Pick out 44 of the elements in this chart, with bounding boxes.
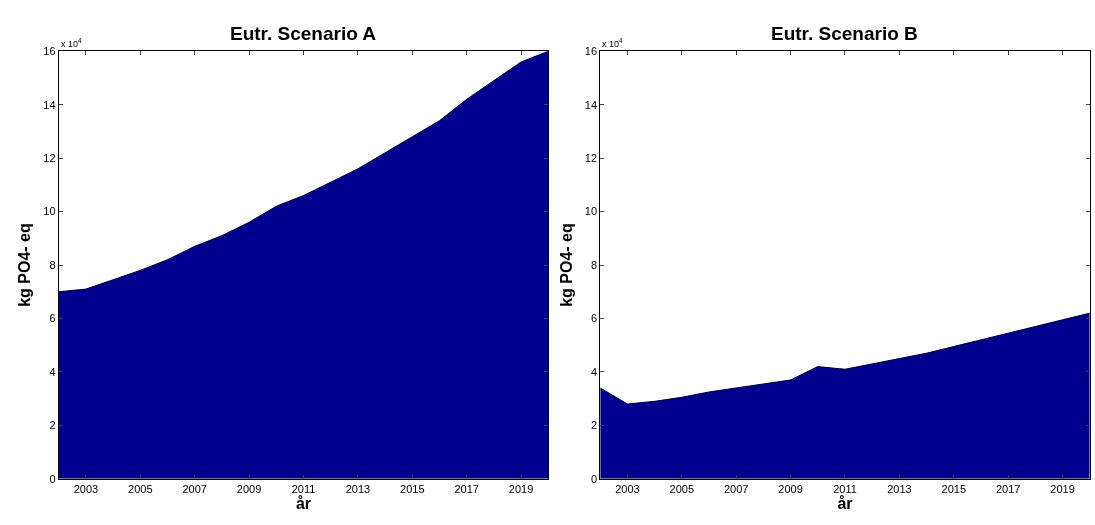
- x-tick-label: 2005: [669, 483, 695, 496]
- x-tick-label: 2011: [291, 483, 316, 496]
- y-tick-label: 4: [590, 365, 598, 378]
- y-tick-label: 6: [590, 312, 598, 325]
- y-axis-title: kg PO4- eq: [16, 223, 34, 307]
- x-tick-label: 2017: [995, 483, 1021, 496]
- y-tick-label: 4: [49, 365, 56, 378]
- y-tick-label: 14: [584, 98, 598, 111]
- y-tick-label: 8: [49, 258, 56, 271]
- y-tick-label: 12: [43, 152, 56, 165]
- y-tick-label: 2: [49, 419, 56, 432]
- x-tick-label: 2003: [615, 483, 640, 496]
- chart-title: Eutr. Scenario A: [230, 23, 377, 44]
- x-tick-label: 2009: [236, 483, 262, 496]
- x-tick-label: 2015: [941, 483, 967, 496]
- y-tick-label: 0: [49, 472, 56, 485]
- x-tick-label: 2015: [400, 483, 425, 496]
- x-tick-label: 2007: [182, 483, 207, 496]
- y-tick-label: 10: [584, 205, 598, 218]
- x-tick-label: 2007: [723, 483, 749, 496]
- x-axis-title: år: [295, 495, 312, 513]
- y-tick-label: 0: [590, 472, 598, 485]
- x-tick-label: 2003: [73, 483, 99, 496]
- text: x 10$^{4}$: [61, 37, 83, 49]
- y-tick-label: 12: [584, 152, 598, 165]
- y-tick-label: 16: [584, 45, 598, 58]
- x-tick-label: 2013: [887, 483, 912, 496]
- y-tick-label: 8: [590, 258, 598, 271]
- y-tick-label: 6: [49, 312, 56, 325]
- y-tick-label: 16: [43, 45, 56, 58]
- x-tick-label: 2019: [508, 483, 534, 496]
- x-tick-label: 2017: [454, 483, 479, 496]
- y-tick-label: 10: [43, 205, 56, 218]
- y-tick-label: 14: [43, 98, 56, 111]
- y-axis-title: kg PO4- eq: [557, 223, 575, 307]
- x-tick-label: 2005: [128, 483, 153, 496]
- x-tick-label: 2019: [1050, 483, 1075, 496]
- x-tick-label: 2013: [345, 483, 371, 496]
- chart-title: Eutr. Scenario B: [771, 23, 918, 44]
- x-tick-label: 2009: [778, 483, 803, 496]
- x-tick-label: 2011: [833, 483, 857, 496]
- x-axis-title: år: [837, 495, 853, 513]
- y-tick-label: 2: [590, 419, 598, 432]
- text: x 10$^{4}$: [602, 37, 624, 49]
